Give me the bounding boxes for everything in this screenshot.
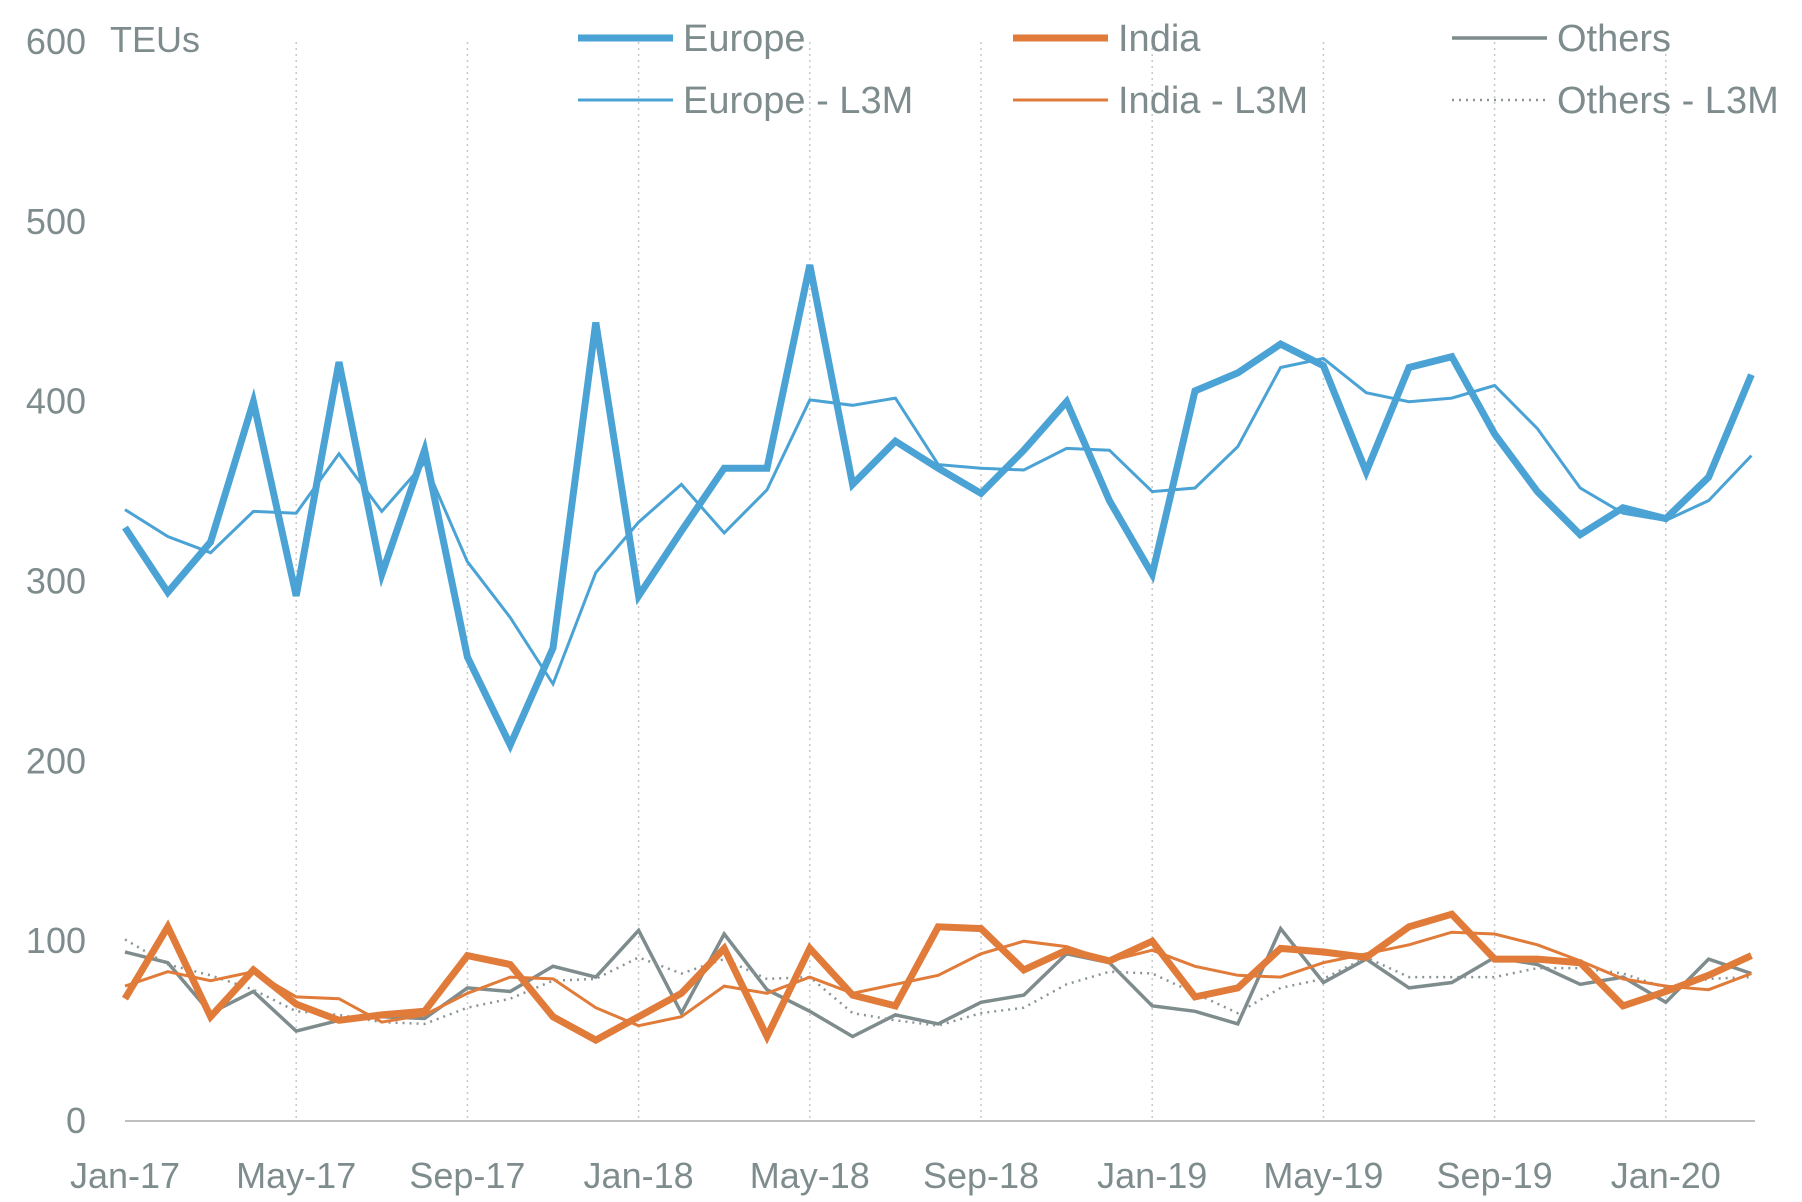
series-line-india xyxy=(121,910,1753,1045)
x-tick-label: May-17 xyxy=(236,1155,356,1196)
x-tick-label: Sep-18 xyxy=(923,1155,1039,1196)
series-line-europe xyxy=(122,264,1755,754)
x-tick-label: May-18 xyxy=(750,1155,870,1196)
x-tick-label: May-19 xyxy=(1263,1155,1383,1196)
y-tick-label: 0 xyxy=(66,1100,86,1141)
series-line-others xyxy=(124,925,1752,1039)
y-tick-label: 200 xyxy=(26,740,86,781)
x-tick-label: Jan-19 xyxy=(1097,1155,1207,1196)
y-axis-tick-labels: 0 100 200 300 400 500 600 xyxy=(26,21,86,1141)
legend-label-europe-l3m: Europe - L3M xyxy=(683,80,913,122)
series-lines xyxy=(121,264,1755,1045)
legend-label-india-l3m: India - L3M xyxy=(1118,80,1308,122)
legend-label-others: Others xyxy=(1557,18,1671,60)
y-tick-label: 400 xyxy=(26,381,86,422)
legend-label-europe: Europe xyxy=(683,18,806,60)
y-axis-unit-label: TEUs xyxy=(110,19,200,60)
y-tick-label: 500 xyxy=(26,201,86,242)
legend-label-others-l3m: Others - L3M xyxy=(1557,80,1779,122)
y-tick-label: 100 xyxy=(26,920,86,961)
legend-label-india: India xyxy=(1118,18,1201,60)
y-tick-label: 300 xyxy=(26,561,86,602)
x-tick-label: Jan-18 xyxy=(584,1155,694,1196)
x-tick-label: Sep-17 xyxy=(409,1155,525,1196)
x-tick-label: Jan-17 xyxy=(70,1155,180,1196)
y-tick-label: 600 xyxy=(26,21,86,62)
series-line-others-l3m xyxy=(124,938,1752,1027)
x-tick-label: Jan-20 xyxy=(1611,1155,1721,1196)
legend: Europe India Others Europe - L3M India - L3M… xyxy=(578,18,1779,122)
series-line-india-l3m xyxy=(124,930,1752,1028)
x-tick-label: Sep-19 xyxy=(1437,1155,1553,1196)
x-axis-tick-labels: Jan-17 May-17 Sep-17 Jan-18 May-18 Sep-18 Jan-… xyxy=(70,1155,1721,1196)
